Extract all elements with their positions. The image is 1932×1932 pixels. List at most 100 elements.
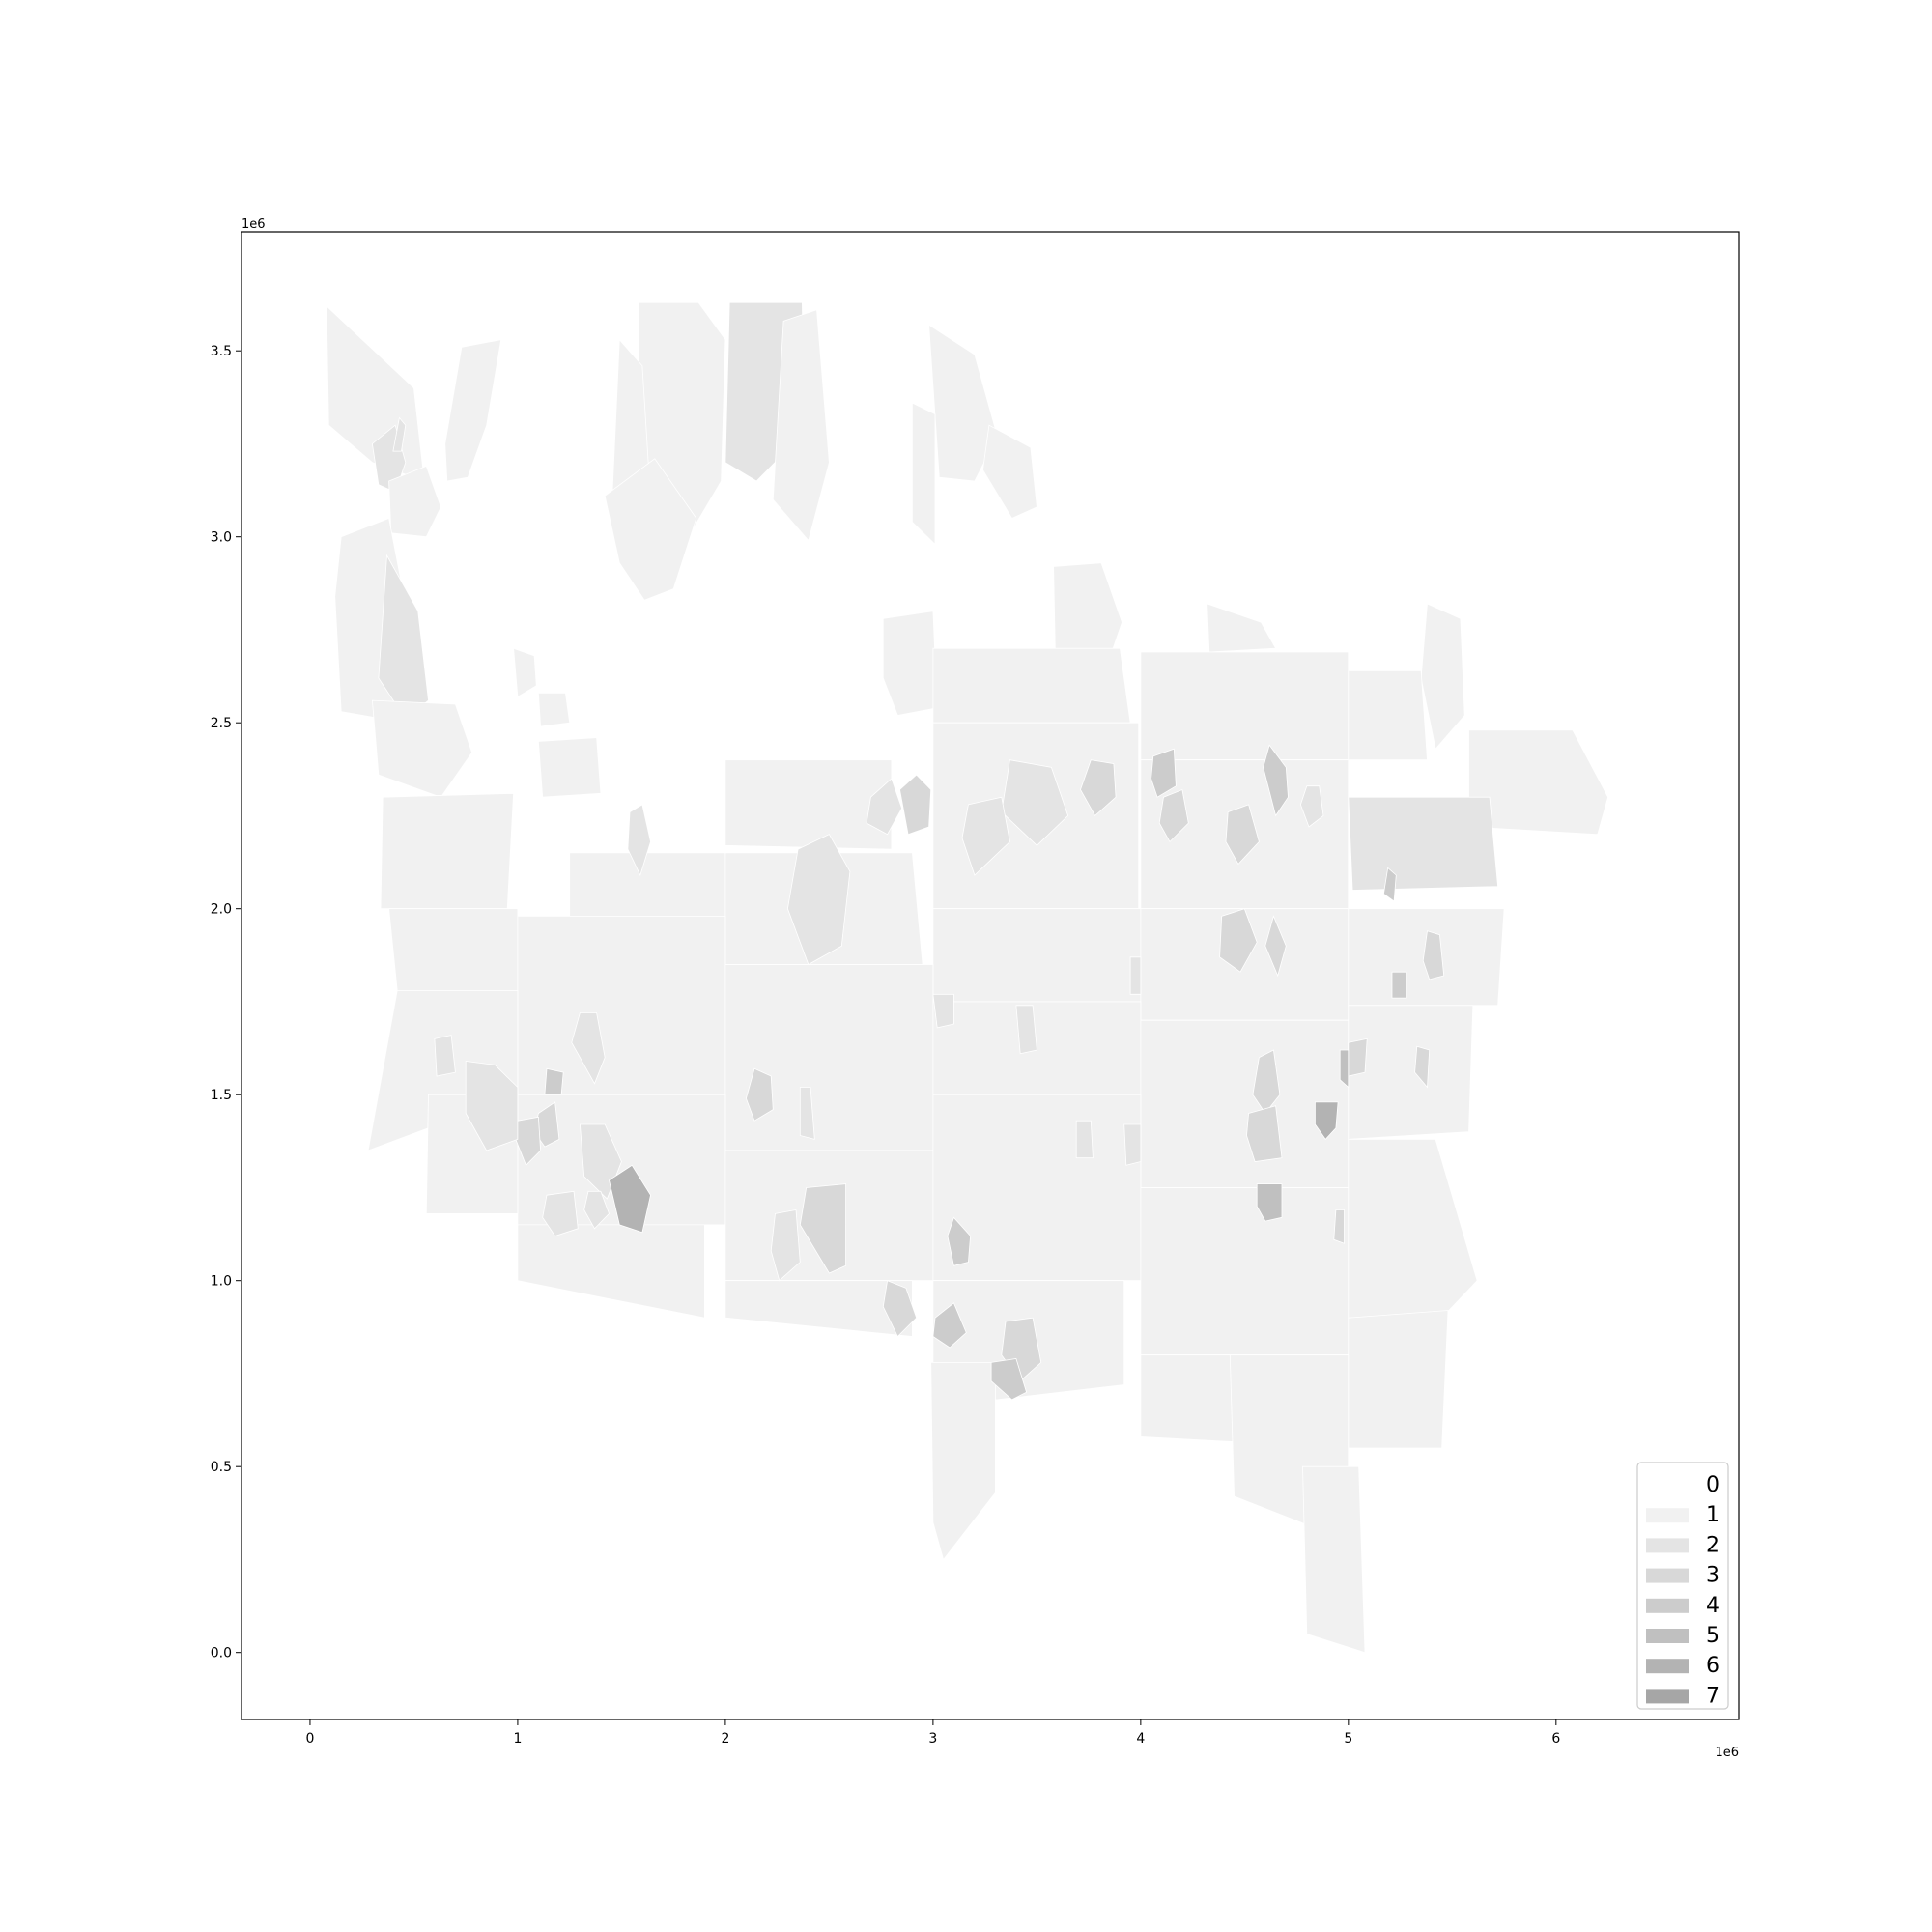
map-region [1348, 1310, 1449, 1449]
legend-swatch-2 [1646, 1538, 1689, 1553]
legend-box [1636, 1462, 1729, 1710]
map-region [1382, 867, 1397, 902]
map-region [932, 1302, 967, 1349]
map-region [513, 647, 537, 697]
map-region [1302, 1465, 1366, 1654]
map-region [1129, 956, 1142, 995]
map-region [1252, 1049, 1281, 1115]
map-region [770, 1209, 801, 1282]
map-region [1158, 788, 1189, 843]
x-tick-label: 5 [1344, 1731, 1352, 1747]
map-region [1123, 1123, 1142, 1166]
y-tick-label: 1.0 [211, 1274, 232, 1290]
map-region [799, 1087, 815, 1140]
map-region [1315, 1101, 1339, 1141]
map-region [1225, 804, 1260, 866]
plot-frame [241, 231, 1740, 1720]
map-region [1219, 908, 1258, 973]
map-region [1246, 1105, 1283, 1162]
y-tick-label: 1.5 [211, 1088, 232, 1103]
map-region [583, 1190, 610, 1230]
x-axis: 0 1 2 3 4 5 6 [305, 1719, 1560, 1747]
map-region [1339, 1049, 1350, 1089]
map-region [1151, 748, 1177, 798]
map-region [392, 416, 407, 452]
map-region [1207, 603, 1277, 653]
map-region [990, 1358, 1028, 1401]
map-region [1348, 669, 1428, 761]
y-offset-label: 1e6 [242, 217, 266, 232]
map-region [724, 759, 893, 850]
legend-label-5: 5 [1706, 1624, 1719, 1648]
legend-swatch-5 [1646, 1629, 1689, 1643]
map-region [982, 424, 1037, 520]
map-regions [326, 301, 1609, 1654]
map-region [961, 796, 1010, 876]
map-region [388, 465, 441, 538]
y-tick-label: 2.5 [211, 716, 232, 731]
map-region [932, 993, 954, 1029]
map-region [932, 647, 1131, 724]
map-region [371, 699, 473, 798]
map-region [947, 1216, 972, 1266]
x-tick-label: 3 [928, 1731, 937, 1747]
map-region [932, 908, 1142, 1003]
legend-swatch-4 [1646, 1598, 1689, 1613]
legend-label-6: 6 [1706, 1654, 1719, 1678]
map-region [1080, 759, 1117, 817]
map-region [1333, 1209, 1345, 1244]
map-region [1015, 1005, 1037, 1055]
map-region [912, 402, 936, 546]
map-region [882, 1280, 918, 1338]
map-region [1422, 930, 1445, 980]
map-region [882, 611, 938, 716]
map-region [724, 964, 934, 1151]
map-region [627, 804, 651, 877]
x-tick-label: 6 [1551, 1731, 1560, 1747]
legend-swatch-6 [1646, 1659, 1689, 1674]
map-region [1299, 785, 1324, 828]
map-region [866, 778, 903, 836]
map-region [609, 1164, 651, 1234]
map-region [1140, 651, 1350, 761]
map-region [1140, 1187, 1350, 1356]
legend-swatch-7 [1646, 1689, 1689, 1704]
x-tick-label: 0 [305, 1731, 314, 1747]
map-region [1420, 603, 1465, 751]
map-region [465, 1061, 519, 1151]
map-region [772, 309, 830, 542]
legend-label-1: 1 [1706, 1503, 1719, 1527]
x-tick-label: 4 [1136, 1731, 1145, 1747]
legend-label-7: 7 [1706, 1684, 1719, 1708]
map-region [388, 908, 519, 991]
y-tick-label: 0.5 [211, 1460, 232, 1475]
x-tick-label: 2 [721, 1731, 729, 1747]
legend-label-4: 4 [1706, 1594, 1719, 1618]
map-region [604, 458, 697, 601]
map-region [434, 1035, 456, 1077]
y-tick-label: 2.0 [211, 902, 232, 918]
map-region [571, 1012, 606, 1085]
legend-label-2: 2 [1706, 1533, 1719, 1557]
map-region [1348, 1139, 1478, 1319]
map-region [380, 792, 515, 910]
map-region [1348, 1037, 1368, 1077]
map-region [537, 737, 602, 798]
map-region [544, 1067, 564, 1095]
y-axis: 0.0 0.5 1.0 1.5 2.0 2.5 3.0 3.5 [211, 344, 242, 1662]
x-tick-label: 1 [513, 1731, 522, 1747]
map-region [1256, 1183, 1283, 1222]
y-tick-label: 0.0 [211, 1646, 232, 1662]
legend-label-3: 3 [1706, 1564, 1719, 1588]
legend-swatch-3 [1646, 1568, 1689, 1583]
map-region [537, 693, 571, 727]
legend-swatch-1 [1646, 1508, 1689, 1523]
legend: 0 1 2 3 4 5 6 7 [1636, 1462, 1729, 1710]
map-region [745, 1067, 774, 1122]
map-region [517, 916, 726, 1095]
map-region [799, 1183, 846, 1274]
map-region [786, 834, 851, 966]
map-region [1348, 1005, 1474, 1140]
map-region [444, 339, 502, 482]
